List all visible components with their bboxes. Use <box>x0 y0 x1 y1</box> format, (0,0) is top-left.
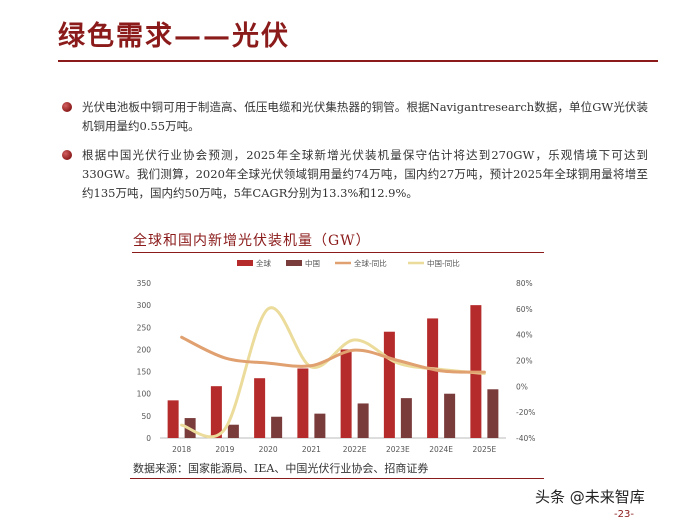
page-title: 绿色需求——光伏 <box>58 21 290 52</box>
bullet-dot-icon <box>62 102 72 112</box>
x-tick-label: 2021 <box>302 445 321 454</box>
x-tick-label: 2022E <box>343 445 367 454</box>
y-tick-label-right: 60% <box>516 305 533 314</box>
chart-title: 全球和国内新增光伏装机量（GW） <box>133 233 371 249</box>
y-tick-label-right: 0% <box>516 382 528 391</box>
bullet-text: 光伏电池板中铜可用于制造高、低压电缆和光伏集热器的铜管。根据Navigantre… <box>82 100 648 133</box>
bar-全球 <box>297 368 309 438</box>
watermark: 头条 @未来智库 <box>535 488 645 506</box>
bar-全球 <box>167 400 179 438</box>
page-number: -23- <box>614 509 634 520</box>
bar-全球 <box>383 331 395 438</box>
legend-label-全球: 全球 <box>256 258 271 268</box>
legend-swatch-全球 <box>237 260 253 266</box>
bar-全球 <box>210 386 222 438</box>
source-note: 数据来源：国家能源局、IEA、中国光伏行业协会、招商证券 <box>133 462 429 475</box>
bar-中国 <box>357 403 369 438</box>
legend-label-全球-同比: 全球-同比 <box>354 258 387 268</box>
legend-label-中国: 中国 <box>305 258 320 268</box>
x-tick-label: 2025E <box>472 445 496 454</box>
legend-swatch-中国 <box>286 260 302 266</box>
y-tick-label-right: 20% <box>516 357 533 366</box>
x-tick-label: 2020 <box>259 445 278 454</box>
title-bar: 绿色需求——光伏 <box>0 0 700 62</box>
source-rule <box>130 478 544 479</box>
title-rule <box>58 60 658 62</box>
y-tick-label-left: 50 <box>141 412 151 421</box>
bar-全球 <box>254 378 266 438</box>
y-tick-label-right: 40% <box>516 331 533 340</box>
bullet-list: 光伏电池板中铜可用于制造高、低压电缆和光伏集热器的铜管。根据Navigantre… <box>58 98 648 213</box>
x-tick-label: 2018 <box>172 445 191 454</box>
y-tick-label-left: 0 <box>146 434 151 443</box>
bullet-dot-icon <box>62 150 72 160</box>
y-tick-label-right: -40% <box>516 434 535 443</box>
line-中国-同比 <box>180 306 486 439</box>
x-tick-label: 2023E <box>386 445 410 454</box>
y-tick-label-right: 80% <box>516 279 533 288</box>
bullet-item: 光伏电池板中铜可用于制造高、低压电缆和光伏集热器的铜管。根据Navigantre… <box>58 98 648 136</box>
x-tick-label: 2024E <box>429 445 453 454</box>
x-tick-label: 2019 <box>215 445 234 454</box>
chart-title-rule <box>132 252 544 253</box>
y-tick-label-left: 200 <box>137 345 152 354</box>
bar-中国 <box>487 389 499 438</box>
y-tick-label-left: 100 <box>137 390 152 399</box>
y-tick-label-left: 250 <box>137 323 152 332</box>
bullet-text: 根据中国光伏行业协会预测，2025年全球新增光伏装机量保守估计将达到270GW，… <box>82 148 648 200</box>
legend-label-中国-同比: 中国-同比 <box>427 258 460 268</box>
y-tick-label-left: 300 <box>137 301 152 310</box>
y-tick-label-left: 350 <box>137 279 152 288</box>
bar-全球 <box>427 318 439 438</box>
y-tick-label-left: 150 <box>137 368 152 377</box>
y-tick-label-right: -20% <box>516 408 535 417</box>
line-全球-同比 <box>180 335 486 374</box>
bar-中国 <box>314 413 326 438</box>
bar-全球 <box>340 349 352 438</box>
bar-中国 <box>444 393 456 438</box>
bar-中国 <box>400 398 412 438</box>
bullet-item: 根据中国光伏行业协会预测，2025年全球新增光伏装机量保守估计将达到270GW，… <box>58 146 648 203</box>
bar-中国 <box>271 416 283 438</box>
bar-中国 <box>227 424 239 438</box>
